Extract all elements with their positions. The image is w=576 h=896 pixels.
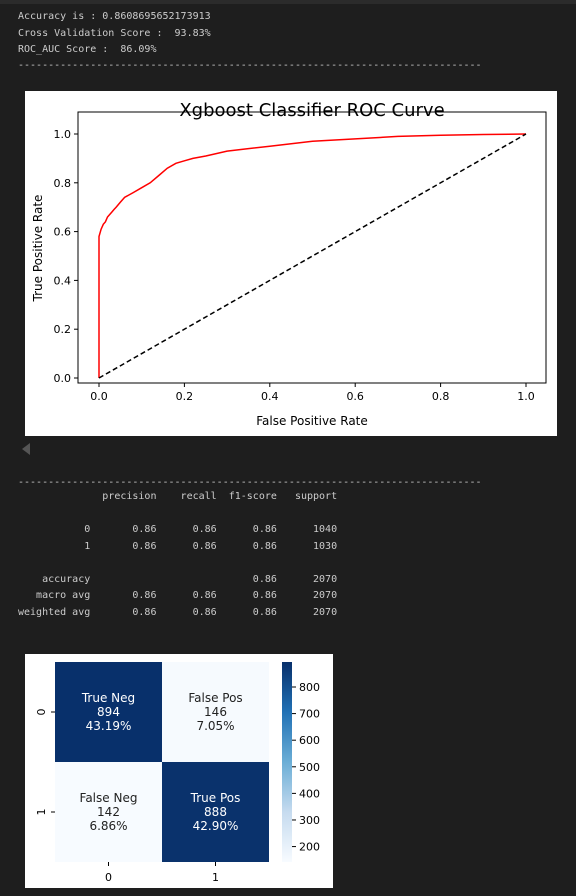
- heatmap-cell-label: True Neg: [81, 691, 135, 705]
- heatmap-cell: [55, 662, 162, 762]
- cv-score-line: Cross Validation Score : 93.83%: [18, 28, 211, 39]
- colorbar-tick-label: 200: [299, 841, 320, 854]
- roc-y-tick-label: 0.4: [54, 274, 72, 287]
- cm-x-tick-label: 0: [105, 871, 112, 884]
- roc-x-axis: 0.0 0.2 0.4 0.6 0.8 1.0: [90, 383, 535, 403]
- heatmap-cell-label: False Neg: [80, 791, 138, 805]
- heatmap-cell-percent: 7.05%: [196, 719, 234, 733]
- roc-curve-series: [98, 133, 527, 378]
- roc-series: [98, 133, 527, 379]
- heatmap-cell-label: False Pos: [188, 691, 242, 705]
- colorbar: [282, 662, 292, 862]
- roc-x-tick-label: 0.2: [176, 390, 194, 403]
- colorbar-tick-label: 700: [299, 708, 320, 721]
- confusion-matrix-panel: True Neg 894 43.19% False Pos 146 7.05% False …: [25, 654, 333, 888]
- accuracy-line: Accuracy is : 0.8608695652173913: [18, 11, 211, 22]
- roc-y-tick-label: 1.0: [54, 128, 72, 141]
- heatmap-cell-percent: 43.19%: [86, 719, 132, 733]
- heatmap-cell-count: 894: [97, 705, 120, 719]
- heatmap-cell: [162, 762, 269, 862]
- colorbar-tick-label: 800: [299, 681, 320, 694]
- colorbar-tick-label: 400: [299, 787, 320, 800]
- confusion-matrix-ticks: 0 1 0 1: [35, 709, 219, 885]
- cell-top-border: [0, 0, 576, 4]
- cm-y-tick-label: 0: [35, 709, 48, 716]
- report-divider: ----------------------------------------…: [18, 477, 482, 488]
- colorbar-tick-label: 500: [299, 761, 320, 774]
- roc-y-tick-label: 0.6: [54, 226, 72, 239]
- roc-x-tick-label: 0.4: [261, 390, 279, 403]
- roc-y-tick-label: 0.2: [54, 323, 72, 336]
- roc-baseline-series: [98, 133, 527, 379]
- heatmap-cell-count: 142: [97, 805, 120, 819]
- heatmap-cell-percent: 42.90%: [193, 819, 239, 833]
- colorbar-ticks: 800 700 600 500 400 300 200: [292, 681, 320, 854]
- roc-x-tick-label: 0.8: [432, 390, 450, 403]
- classification-report: precision recall f1-score support 0 0.86…: [18, 491, 338, 618]
- cm-x-tick-label: 1: [212, 871, 219, 884]
- roc-y-tick-label: 0.8: [54, 177, 72, 190]
- roc-x-label: False Positive Rate: [256, 414, 368, 428]
- heatmap-cell: [55, 762, 162, 862]
- heatmap-cell-label: True Pos: [190, 791, 241, 805]
- divider-line: ----------------------------------------…: [18, 60, 482, 71]
- roc-y-label: True Positive Rate: [31, 195, 45, 303]
- roc-chart-panel: Xgboost Classifier ROC Curve 0.0 0.2 0.4 0.…: [25, 91, 557, 436]
- roc-y-axis: 0.0 0.2 0.4 0.6 0.8 1.0: [54, 128, 78, 385]
- roc-x-tick-label: 0.0: [90, 390, 108, 403]
- heatmap-cell: [162, 662, 269, 762]
- roc-x-tick-label: 1.0: [517, 390, 535, 403]
- heatmap-cell-count: 888: [204, 805, 227, 819]
- roc-plot-area: [77, 111, 547, 384]
- roc-chart: Xgboost Classifier ROC Curve 0.0 0.2 0.4 0.…: [31, 100, 547, 428]
- roc-auc-line: ROC_AUC Score : 86.09%: [18, 44, 157, 55]
- heatmap-cell-count: 146: [204, 705, 227, 719]
- heatmap-cell-percent: 6.86%: [89, 819, 127, 833]
- cm-y-tick-label: 1: [35, 809, 48, 816]
- roc-y-tick-label: 0.0: [54, 372, 72, 385]
- roc-chart-title: Xgboost Classifier ROC Curve: [179, 100, 444, 121]
- scroll-left-arrow-icon[interactable]: [22, 443, 30, 455]
- colorbar-tick-label: 600: [299, 734, 320, 747]
- colorbar-tick-label: 300: [299, 814, 320, 827]
- roc-x-tick-label: 0.6: [346, 390, 364, 403]
